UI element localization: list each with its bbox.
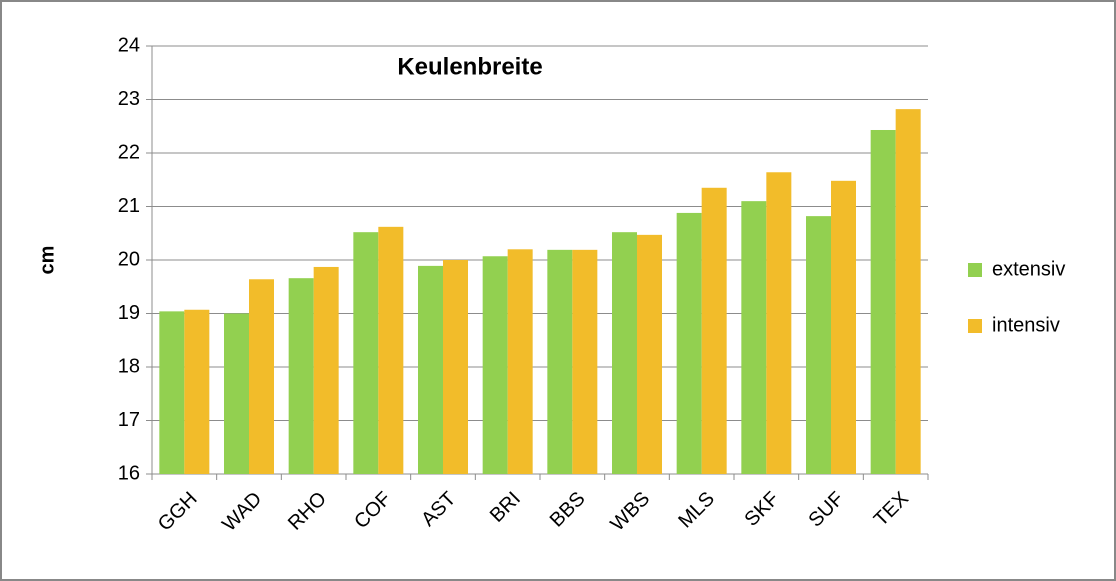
bar xyxy=(313,266,339,474)
bar xyxy=(676,212,702,475)
y-tick-label: 22 xyxy=(118,141,140,163)
bar xyxy=(612,232,637,474)
y-axis-label: cm xyxy=(36,246,58,275)
y-tick-label: 20 xyxy=(118,248,140,270)
bar xyxy=(224,313,249,474)
bar xyxy=(895,109,921,474)
bar xyxy=(159,311,185,474)
bar xyxy=(184,309,210,474)
legend-label: extensiv xyxy=(992,258,1065,280)
bar xyxy=(831,180,856,474)
y-tick-label: 24 xyxy=(118,34,140,56)
bar xyxy=(353,232,379,474)
bar xyxy=(288,278,314,474)
bar xyxy=(637,234,662,474)
legend-swatch xyxy=(968,319,982,333)
legend-label: intensiv xyxy=(992,314,1060,336)
y-tick-label: 23 xyxy=(118,88,140,110)
bar xyxy=(572,249,598,474)
bar xyxy=(547,249,573,474)
legend-swatch xyxy=(968,263,982,277)
y-tick-label: 19 xyxy=(118,302,140,324)
bar xyxy=(443,260,468,474)
bar xyxy=(507,249,533,474)
bar xyxy=(249,279,274,474)
bar xyxy=(701,187,727,474)
bar xyxy=(806,216,831,474)
y-tick-label: 16 xyxy=(118,462,140,484)
bar xyxy=(870,129,896,474)
bar xyxy=(378,226,404,474)
bar xyxy=(418,265,443,474)
chart-title: Keulenbreite xyxy=(397,53,542,80)
y-tick-label: 17 xyxy=(118,409,140,431)
y-tick-label: 18 xyxy=(118,355,140,377)
y-tick-label: 21 xyxy=(118,195,140,217)
bar xyxy=(482,256,508,474)
bar xyxy=(741,201,767,474)
bar xyxy=(766,172,792,474)
